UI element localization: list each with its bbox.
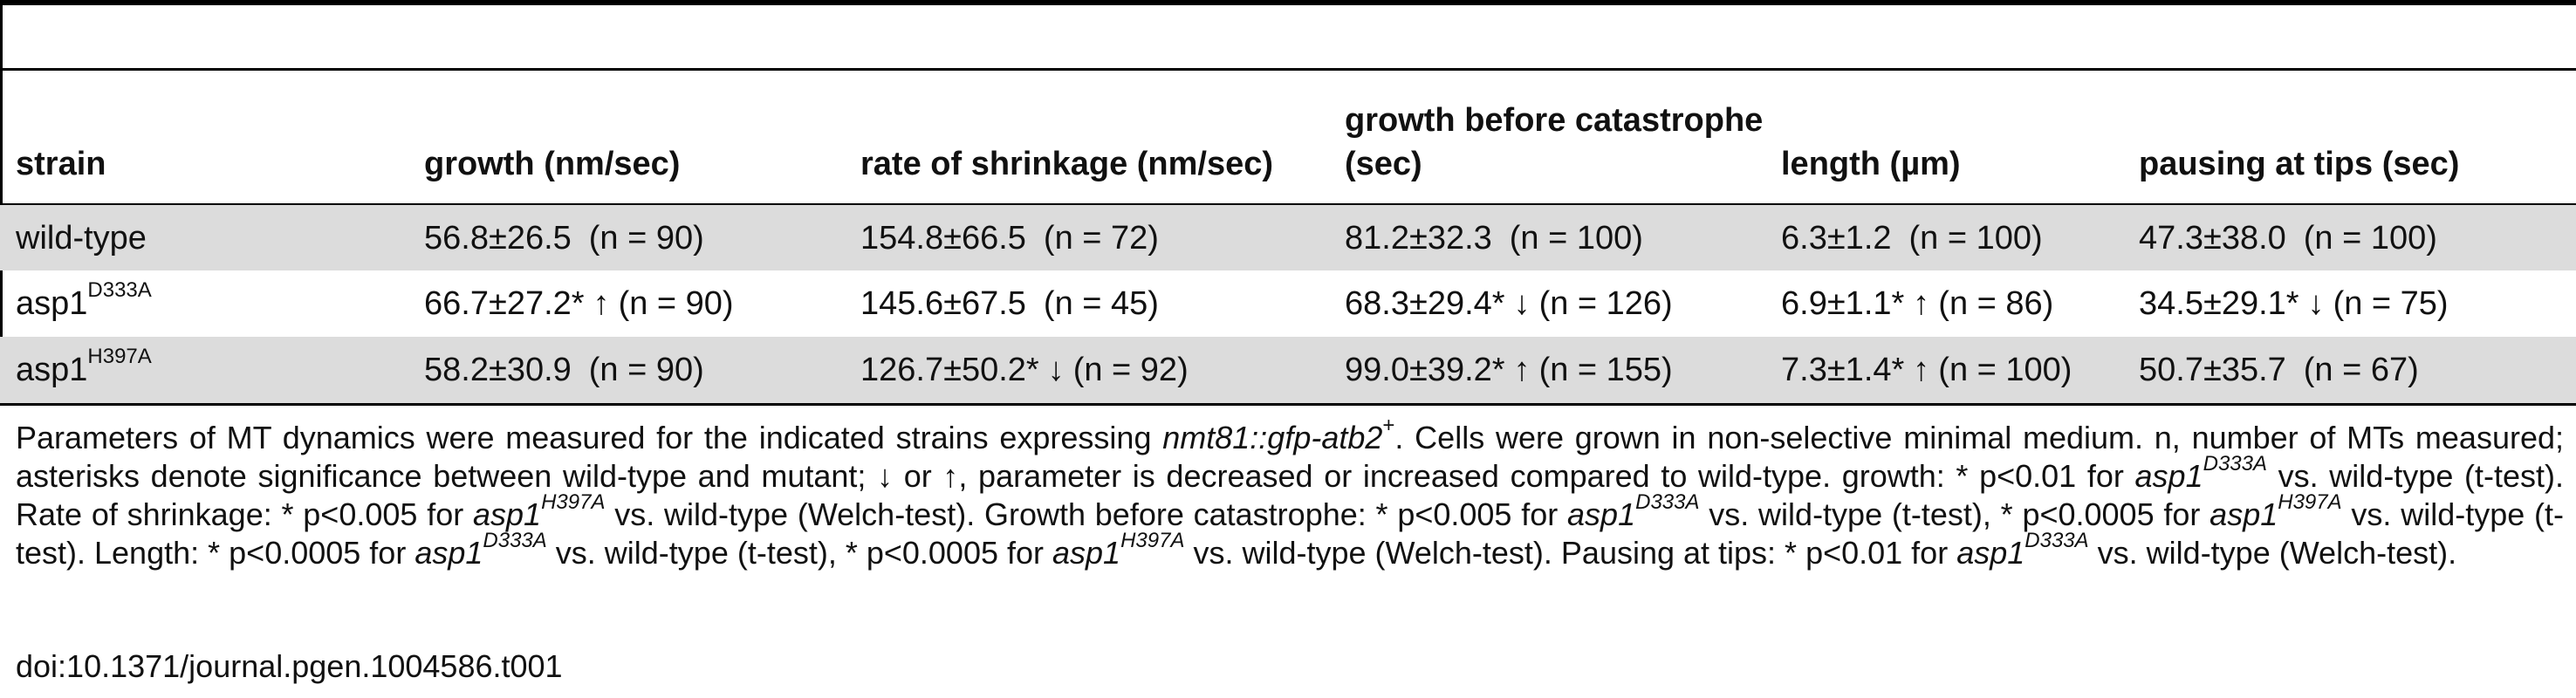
mutant-name: asp1D333A [1956, 529, 2089, 571]
footnote-text: vs. wild-type (t-test), * p<0.0005 for [546, 535, 1053, 571]
sample-count: (n = 72) [1043, 219, 1159, 257]
sample-count: (n = 100) [1509, 219, 1643, 257]
sample-count: (n = 86) [1938, 285, 2054, 322]
table-row: wild-type 56.8±26.5 (n = 90) 154.8±66.5 (n =… [0, 204, 2576, 270]
value-cell: 58.2±30.9 (n = 90) [408, 337, 845, 403]
footnote-text: vs. wild-type (Welch-test). Growth befor… [605, 496, 1568, 532]
change-arrow-icon: ↓ [2307, 285, 2325, 322]
value-cell: 50.7±35.7 (n = 67) [2123, 337, 2576, 403]
mutant-name: asp1D333A [2134, 452, 2267, 495]
table-footnote: Parameters of MT dynamics were measured … [16, 415, 2565, 572]
sample-count: (n = 100) [1908, 219, 2043, 257]
footnote-text: Parameters of MT dynamics were measured … [16, 420, 1163, 455]
change-arrow-icon [572, 220, 589, 257]
table-top-rule [0, 0, 2576, 5]
table-bottom-rule [0, 403, 2576, 406]
change-arrow-icon [2286, 352, 2304, 388]
sample-count: (n = 126) [1538, 285, 1673, 322]
value-cell: 154.8±66.5 (n = 72) [845, 204, 1329, 270]
mutant-name: asp1D333A [414, 529, 547, 571]
table-header-row: strain growth (nm/sec) rate of shrinkage… [0, 71, 2576, 205]
value-cell: 47.3±38.0 (n = 100) [2123, 204, 2576, 270]
value-cell: 126.7±50.2* ↓ (n = 92) [845, 337, 1329, 403]
change-arrow-icon: ↓ [1047, 352, 1065, 388]
value-cell: 6.9±1.1* ↑ (n = 86) [1781, 285, 2054, 322]
column-header: growth (nm/sec) [408, 71, 845, 205]
sample-count: (n = 90) [618, 285, 734, 322]
change-arrow-icon: ↑ [1913, 352, 1930, 388]
footnote-text: . Cells were grown in non-selective mini… [16, 420, 2565, 494]
change-arrow-icon: ↑ [1513, 352, 1531, 388]
sample-count: (n = 45) [1043, 285, 1159, 322]
sample-count: (n = 90) [588, 219, 704, 257]
sample-count: (n = 67) [2303, 352, 2419, 388]
sample-count: (n = 92) [1072, 352, 1189, 388]
footnote-text: vs. wild-type (Welch-test). Pausing at t… [1184, 535, 1957, 571]
value-cell: 99.0±39.2* ↑ (n = 155) [1329, 337, 1765, 403]
change-arrow-icon [1892, 220, 1909, 257]
column-header: pausing at tips (sec) [2123, 71, 2576, 205]
strain-cell: wild-type [0, 204, 408, 270]
sample-count: (n = 75) [2333, 285, 2449, 322]
sample-count: (n = 100) [1938, 352, 2072, 388]
footnote-text: vs. wild-type (Welch-test). [2088, 535, 2457, 571]
data-table: strain growth (nm/sec) rate of shrinkage… [0, 71, 2576, 403]
value-cell: 6.3±1.2 (n = 100) [1765, 204, 2123, 270]
column-header: rate of shrinkage (nm/sec) [845, 71, 1329, 205]
construct-name: nmt81::gfp-atb2 [1162, 420, 1383, 455]
footnote-text: vs. wild-type (t-test). Rate of shrinkag… [16, 458, 2565, 532]
value-cell: 68.3±29.4* ↓ (n = 126) [1345, 285, 1673, 322]
change-arrow-icon: ↑ [593, 285, 610, 322]
value-cell: 56.8±26.5 (n = 90) [408, 204, 845, 270]
change-arrow-icon [2286, 220, 2304, 257]
strain-cell: asp1H397A [0, 337, 408, 403]
mutant-name: asp1H397A [2209, 490, 2342, 533]
mutant-name: asp1H397A [1052, 529, 1185, 571]
footnote-text: vs. wild-type (t-test), * p<0.0005 for [1699, 496, 2210, 532]
change-arrow-icon: ↓ [1513, 285, 1531, 322]
value-cell: 145.6±67.5 (n = 45) [860, 285, 1159, 322]
change-arrow-icon [1492, 220, 1510, 257]
change-arrow-icon: ↑ [1913, 285, 1930, 322]
sample-count: (n = 90) [588, 352, 704, 388]
column-header: growth before catastrophe (sec) [1329, 71, 1765, 205]
sample-count: (n = 155) [1538, 352, 1673, 388]
column-header: strain [0, 71, 408, 205]
table-row: asp1D333A 66.7±27.2* ↑ (n = 90) 145.6±67.5 (n… [0, 270, 2576, 337]
construct-superscript: + [1382, 414, 1395, 437]
doi-link[interactable]: doi:10.1371/journal.pgen.1004586.t001 [16, 648, 563, 684]
change-arrow-icon [572, 352, 589, 388]
change-arrow-icon [1026, 285, 1044, 322]
sample-count: (n = 100) [2303, 219, 2437, 257]
table-header-rule [0, 68, 2576, 71]
strain-cell: asp1D333A [16, 278, 152, 322]
mutant-name: asp1H397A [472, 490, 606, 533]
footnote-text: vs. wild-type (t-test). Length: * p<0.00… [16, 496, 2565, 571]
value-cell: 66.7±27.2* ↑ (n = 90) [424, 285, 734, 322]
mutant-name: asp1D333A [1567, 490, 1700, 533]
value-cell: 81.2±32.3 (n = 100) [1329, 204, 1765, 270]
value-cell: 34.5±29.1* ↓ (n = 75) [2139, 285, 2449, 322]
value-cell: 7.3±1.4* ↑ (n = 100) [1765, 337, 2123, 403]
change-arrow-icon [1026, 220, 1044, 257]
table-row: asp1H397A 58.2±30.9 (n = 90) 126.7±50.2* ↓ (n… [0, 337, 2576, 403]
column-header: length (µm) [1765, 71, 2123, 205]
